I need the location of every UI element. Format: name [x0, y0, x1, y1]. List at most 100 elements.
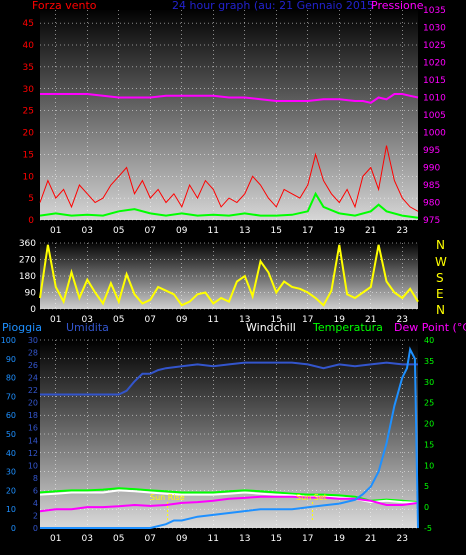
x-tick-label: 09 [176, 534, 188, 544]
x-tick-label: 21 [365, 534, 376, 544]
x-tick-label: 11 [208, 534, 219, 544]
x-tick-label: 09 [176, 226, 188, 236]
x-tick-label: 19 [334, 534, 346, 544]
left-y-tick-label: 45 [23, 19, 34, 29]
temperature-series-line [39, 487, 419, 504]
y-tick-label: 270 [19, 256, 36, 266]
left-axis-label: Forza vento [32, 0, 97, 12]
x-tick-label: 11 [208, 226, 219, 236]
temp-y-tick-label: 35 [424, 357, 434, 366]
humidity-y-tick-label: 28 [28, 349, 38, 358]
humidity-series-line [40, 361, 418, 396]
x-tick-label: 05 [113, 226, 124, 236]
rain-y-tick-label: 90 [6, 355, 16, 364]
x-tick-label: 05 [113, 315, 124, 325]
humidity-y-tick-label: 8 [33, 474, 38, 483]
y-tick-label: 360 [19, 239, 36, 249]
right-y-tick-label: 990 [423, 164, 440, 174]
temp-y-tick-label: 25 [424, 399, 434, 408]
left-y-tick-label: 20 [23, 129, 35, 139]
rain-y-tick-label: 100 [1, 336, 16, 345]
temperature-label: Temperatura [312, 321, 383, 334]
temp-y-tick-label: 20 [424, 420, 434, 429]
left-y-tick-label: 25 [23, 107, 34, 117]
right-y-tick-label: 1025 [423, 41, 446, 51]
y-tick-label: 90 [25, 289, 37, 299]
temp-y-tick-label: 30 [424, 378, 434, 387]
temp-y-tick-label: -5 [424, 524, 432, 533]
x-tick-label: 19 [334, 315, 346, 325]
temp-y-tick-label: 5 [424, 482, 429, 491]
left-y-tick-label: 15 [23, 150, 34, 160]
x-tick-label: 17 [302, 315, 313, 325]
x-tick-label: 05 [113, 534, 124, 544]
x-tick-label: 09 [176, 315, 188, 325]
temp-y-tick-label: 15 [424, 440, 434, 449]
compass-label-w: W [435, 255, 447, 269]
humidity-y-tick-label: 14 [28, 436, 38, 445]
humidity-y-tick-label: 12 [28, 449, 38, 458]
x-tick-label: 21 [365, 226, 376, 236]
x-tick-label: 07 [145, 226, 156, 236]
right-y-tick-label: 980 [423, 199, 440, 209]
rain-y-tick-label: 20 [6, 486, 16, 495]
x-tick-label: 03 [82, 315, 93, 325]
rain-y-tick-label: 0 [11, 524, 16, 533]
humidity-y-tick-label: 20 [28, 399, 38, 408]
compass-label-s: S [436, 271, 444, 285]
pressure-series-line [40, 93, 419, 104]
rain-y-tick-label: 80 [6, 374, 16, 383]
humidity-y-tick-label: 4 [33, 499, 38, 508]
x-tick-label: 23 [397, 534, 408, 544]
right-axis-label: Pressione [371, 0, 424, 12]
wind-direction-series-line [39, 244, 419, 307]
temp-y-tick-label: 10 [424, 461, 434, 470]
x-tick-label: 01 [50, 226, 61, 236]
left-y-tick-label: 0 [28, 216, 34, 226]
wind-series-line [39, 191, 419, 219]
x-tick-label: 03 [82, 226, 93, 236]
wind-pressure-panel: 24 hour graph (au: 21 Gennaio 2015 Forza… [23, 0, 447, 236]
right-y-tick-label: 1015 [423, 76, 446, 86]
x-tick-label: 17 [302, 226, 313, 236]
left-y-tick-label: 30 [23, 85, 35, 95]
humidity-y-tick-label: 10 [28, 461, 38, 470]
chart-title: 24 hour graph (au: 21 Gennaio 2015 [172, 0, 374, 12]
humidity-y-tick-label: 26 [28, 361, 38, 370]
x-tick-label: 23 [397, 226, 408, 236]
right-y-tick-label: 1035 [423, 6, 446, 16]
humidity-y-tick-label: 16 [28, 424, 38, 433]
x-tick-label: 17 [302, 534, 313, 544]
left-y-tick-label: 5 [28, 194, 34, 204]
rain-y-tick-label: 40 [6, 449, 16, 458]
y-tick-label: 180 [19, 272, 36, 282]
gust-series-line [39, 145, 419, 212]
right-y-tick-label: 1005 [423, 111, 446, 121]
humidity-y-tick-label: 0 [33, 524, 38, 533]
rain-y-tick-label: 50 [6, 430, 16, 439]
x-tick-label: 19 [334, 226, 346, 236]
humidity-y-tick-label: 6 [33, 486, 38, 495]
wind-direction-panel: 01 03 05 07 09 11 13 15 17 19 21 23 0 90 180 270 360 N W… [19, 238, 447, 325]
humidity-y-tick-label: 22 [28, 386, 38, 395]
right-y-tick-label: 1000 [423, 129, 446, 139]
x-tick-label: 13 [239, 226, 250, 236]
x-tick-label: 21 [365, 315, 376, 325]
compass-label-n-bottom: N [436, 303, 445, 317]
x-tick-label: 01 [50, 534, 61, 544]
x-tick-label: 15 [271, 226, 282, 236]
x-tick-label: 07 [145, 315, 156, 325]
compass-label-n-top: N [436, 238, 445, 252]
x-tick-label: 03 [82, 534, 93, 544]
temp-y-tick-label: 40 [424, 336, 434, 345]
right-y-tick-label: 1020 [423, 59, 446, 69]
x-tick-label: 07 [145, 534, 156, 544]
rain-y-tick-label: 60 [6, 411, 16, 420]
humidity-y-tick-label: 24 [28, 374, 38, 383]
right-y-tick-label: 975 [423, 216, 440, 226]
left-y-tick-label: 35 [23, 63, 34, 73]
right-y-tick-label: 995 [423, 146, 440, 156]
dew-point-label: Dew Point (°C) [394, 321, 466, 334]
sunrise-annotation: Sun Rise [150, 493, 185, 502]
